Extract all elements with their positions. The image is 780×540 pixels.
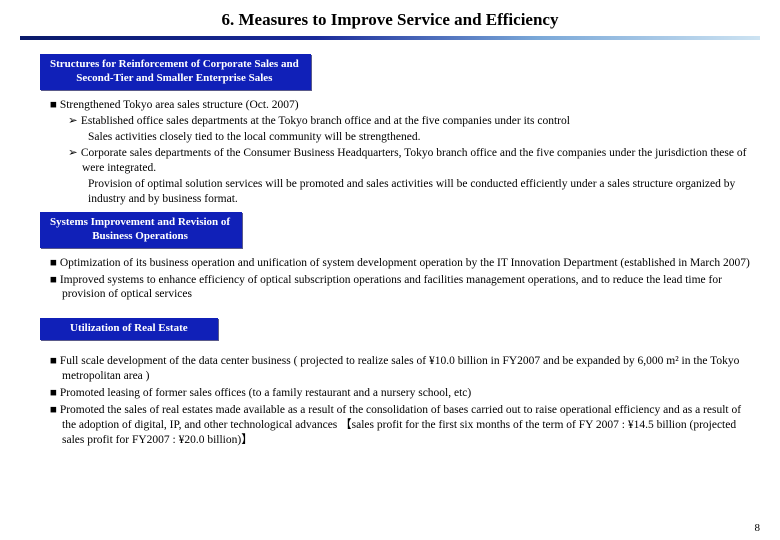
spacer — [40, 304, 750, 314]
page-title: 6. Measures to Improve Service and Effic… — [0, 0, 780, 36]
bullet: Full scale development of the data cente… — [50, 354, 750, 384]
section-1: Structures for Reinforcement of Corporat… — [40, 50, 750, 207]
title-rule — [20, 36, 760, 40]
section-header-3: Utilization of Real Estate — [40, 318, 218, 340]
spacer — [40, 346, 750, 352]
section-header-1: Structures for Reinforcement of Corporat… — [40, 54, 311, 90]
section-3: Utilization of Real Estate Full scale de… — [40, 314, 750, 447]
slide-content: Structures for Reinforcement of Corporat… — [0, 50, 780, 448]
sub-bullet: Corporate sales departments of the Consu… — [68, 146, 750, 176]
section-2: Systems Improvement and Revision ofBusin… — [40, 208, 750, 302]
sub-bullet: Established office sales departments at … — [68, 114, 750, 129]
section-header-2: Systems Improvement and Revision ofBusin… — [40, 212, 242, 248]
page-number: 8 — [755, 522, 761, 534]
bullet: Promoted leasing of former sales offices… — [50, 386, 750, 401]
bullet: Optimization of its business operation a… — [50, 256, 750, 271]
bullet: Strengthened Tokyo area sales structure … — [50, 98, 750, 113]
sub-text: Provision of optimal solution services w… — [88, 177, 750, 207]
sub-text: Sales activities closely tied to the loc… — [88, 130, 750, 145]
bullet: Promoted the sales of real estates made … — [50, 403, 750, 448]
bullet: Improved systems to enhance efficiency o… — [50, 273, 750, 303]
